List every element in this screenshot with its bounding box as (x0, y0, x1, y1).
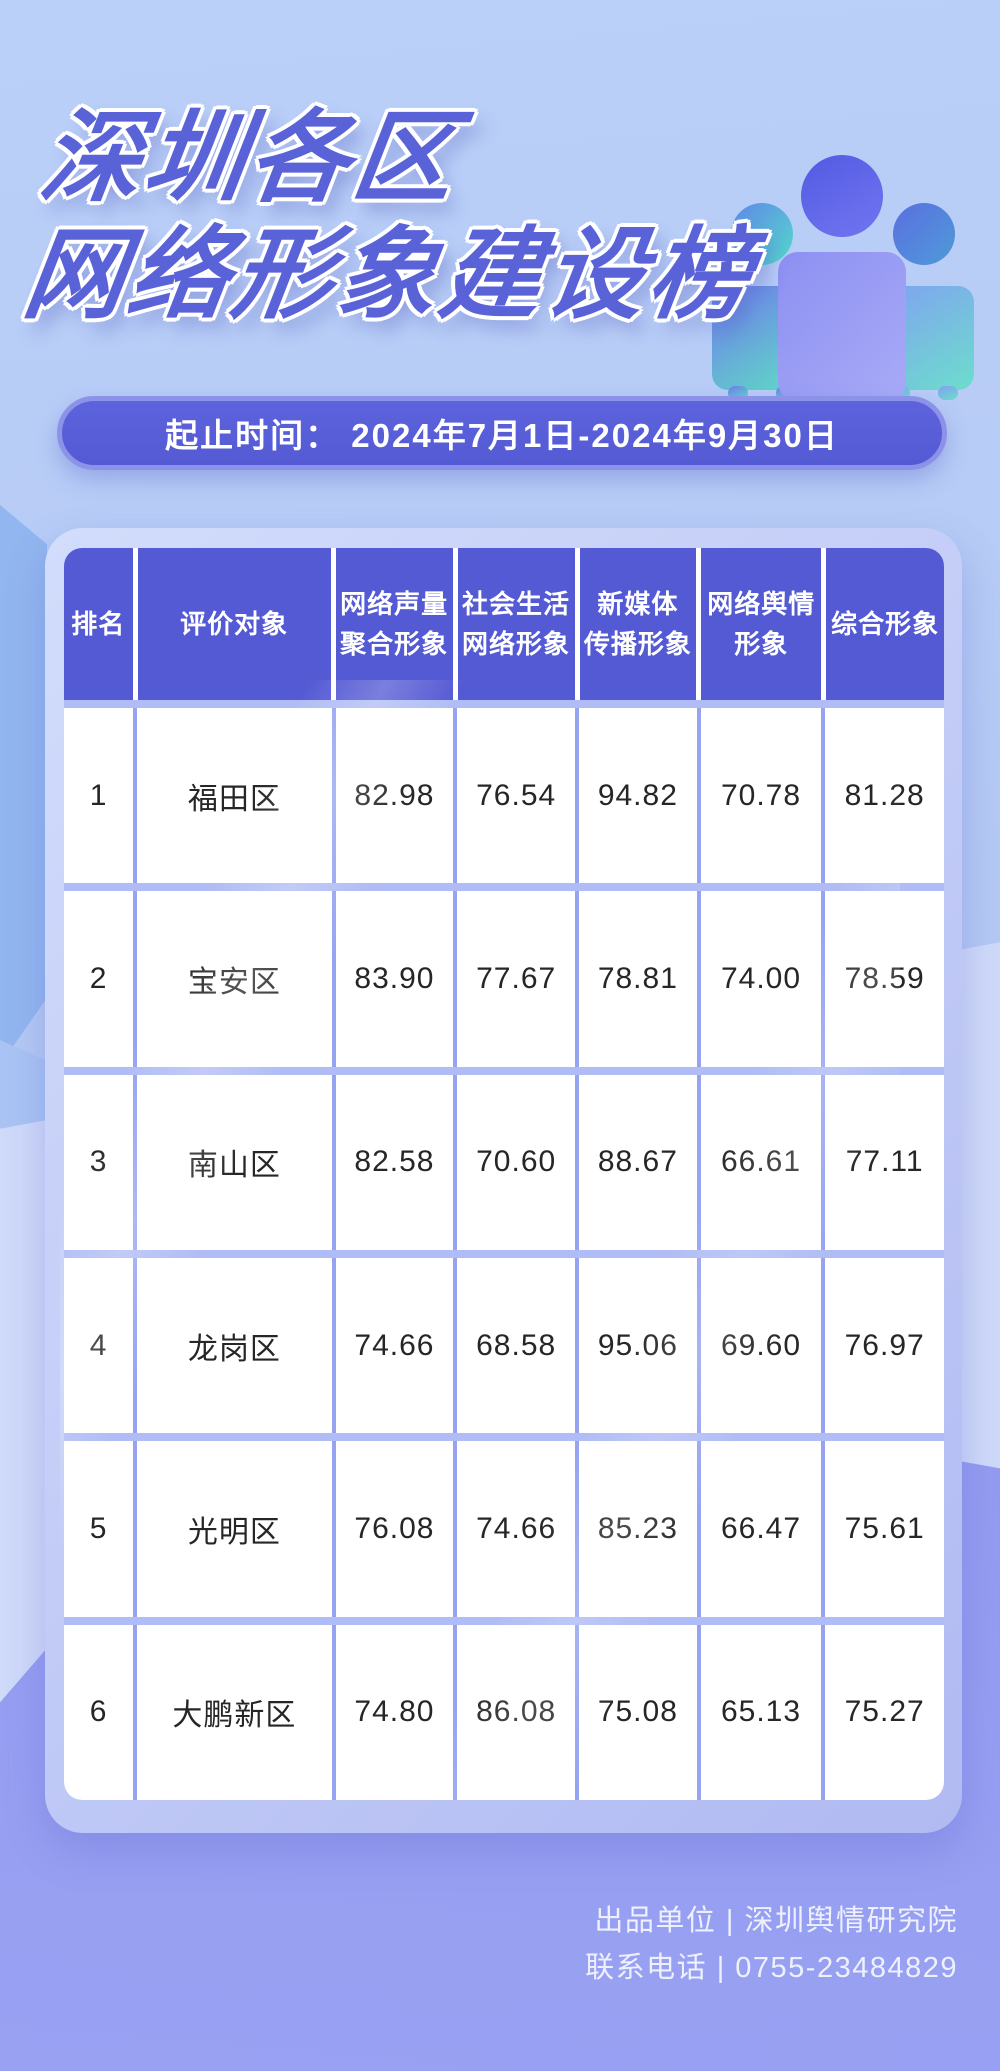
header-cell: 网络声量 聚合形象 (335, 548, 453, 700)
score-cell: 83.90 (335, 891, 454, 1067)
table-panel: 排名 评价对象 网络声量 聚合形象 社会生活 网络形象 新媒体 传播形象 网络舆情 形象 综合形象 1… (45, 528, 962, 1833)
district-cell: 南山区 (137, 1074, 332, 1250)
score-cell: 68.58 (457, 1257, 575, 1434)
score-cell: 66.61 (700, 1074, 822, 1250)
score-cell: 77.67 (457, 891, 575, 1067)
district-cell: 龙岗区 (137, 1257, 332, 1434)
background-left-band (0, 505, 47, 1065)
table-row: 2 宝安区 83.90 77.67 78.81 74.00 78.59 (64, 891, 944, 1067)
overall-score-cell: 75.61 (825, 1441, 944, 1617)
score-cell: 70.60 (457, 1074, 575, 1250)
rank-cell: 1 (64, 708, 134, 884)
header-cell: 综合形象 (826, 548, 944, 700)
title-line-2: 网络形象建设榜 (17, 219, 762, 331)
score-cell: 85.23 (579, 1441, 697, 1617)
page-title: 深圳各区 网络形象建设榜 (17, 100, 778, 334)
score-cell: 82.58 (335, 1074, 454, 1250)
table-row: 1 福田区 82.98 76.54 94.82 70.78 81.28 (64, 708, 944, 884)
header-cell: 评价对象 (137, 548, 331, 700)
header-cell: 排名 (64, 548, 133, 700)
score-cell: 65.13 (700, 1624, 822, 1800)
score-cell: 94.82 (579, 708, 697, 884)
people-group-icon (712, 155, 974, 412)
footer: 出品单位 | 深圳舆情研究院 联系电话 | 0755-23484829 (585, 1898, 958, 1992)
date-range-text: 起止时间： 2024年7月1日-2024年9月30日 (165, 417, 839, 454)
score-cell: 95.06 (579, 1257, 697, 1434)
district-cell: 光明区 (137, 1441, 332, 1617)
district-cell: 大鹏新区 (137, 1624, 332, 1800)
header-cell: 网络舆情 形象 (701, 548, 822, 700)
rank-cell: 5 (64, 1441, 134, 1617)
rank-cell: 6 (64, 1624, 134, 1800)
overall-score-cell: 78.59 (825, 891, 944, 1067)
ranking-table: 排名 评价对象 网络声量 聚合形象 社会生活 网络形象 新媒体 传播形象 网络舆情 形象 综合形象 1… (64, 548, 944, 1800)
score-cell: 76.08 (335, 1441, 454, 1617)
score-cell: 74.66 (457, 1441, 575, 1617)
table-row: 3 南山区 82.58 70.60 88.67 66.61 77.11 (64, 1074, 944, 1250)
overall-score-cell: 75.27 (825, 1624, 944, 1800)
overall-score-cell: 77.11 (825, 1074, 944, 1250)
footer-phone: 联系电话 | 0755-23484829 (585, 1952, 958, 1984)
score-cell: 74.00 (700, 891, 822, 1067)
score-cell: 74.80 (335, 1624, 454, 1800)
footer-producer: 出品单位 | 深圳舆情研究院 (594, 1905, 958, 1937)
table-header-row: 排名 评价对象 网络声量 聚合形象 社会生活 网络形象 新媒体 传播形象 网络舆情 形象 综合形象 (64, 548, 944, 700)
district-cell: 福田区 (137, 708, 332, 884)
score-cell: 76.54 (457, 708, 575, 884)
rank-cell: 2 (64, 891, 134, 1067)
table-row: 5 光明区 76.08 74.66 85.23 66.47 75.61 (64, 1441, 944, 1617)
date-range-banner: 起止时间： 2024年7月1日-2024年9月30日 (57, 396, 947, 470)
title-line-1: 深圳各区 (33, 102, 466, 214)
table-row: 6 大鹏新区 74.80 86.08 75.08 65.13 75.27 (64, 1624, 944, 1800)
score-cell: 75.08 (579, 1624, 697, 1800)
rank-cell: 4 (64, 1257, 134, 1434)
score-cell: 74.66 (335, 1257, 454, 1434)
score-cell: 78.81 (579, 891, 697, 1067)
score-cell: 82.98 (335, 708, 454, 884)
score-cell: 66.47 (700, 1441, 822, 1617)
table-row: 4 龙岗区 74.66 68.58 95.06 69.60 76.97 (64, 1257, 944, 1434)
score-cell: 86.08 (457, 1624, 575, 1800)
overall-score-cell: 76.97 (825, 1257, 944, 1434)
overall-score-cell: 81.28 (825, 708, 944, 884)
score-cell: 69.60 (700, 1257, 822, 1434)
rank-cell: 3 (64, 1074, 134, 1250)
header-cell: 新媒体 传播形象 (579, 548, 697, 700)
header-cell: 社会生活 网络形象 (457, 548, 575, 700)
score-cell: 88.67 (579, 1074, 697, 1250)
score-cell: 70.78 (700, 708, 822, 884)
district-cell: 宝安区 (137, 891, 332, 1067)
